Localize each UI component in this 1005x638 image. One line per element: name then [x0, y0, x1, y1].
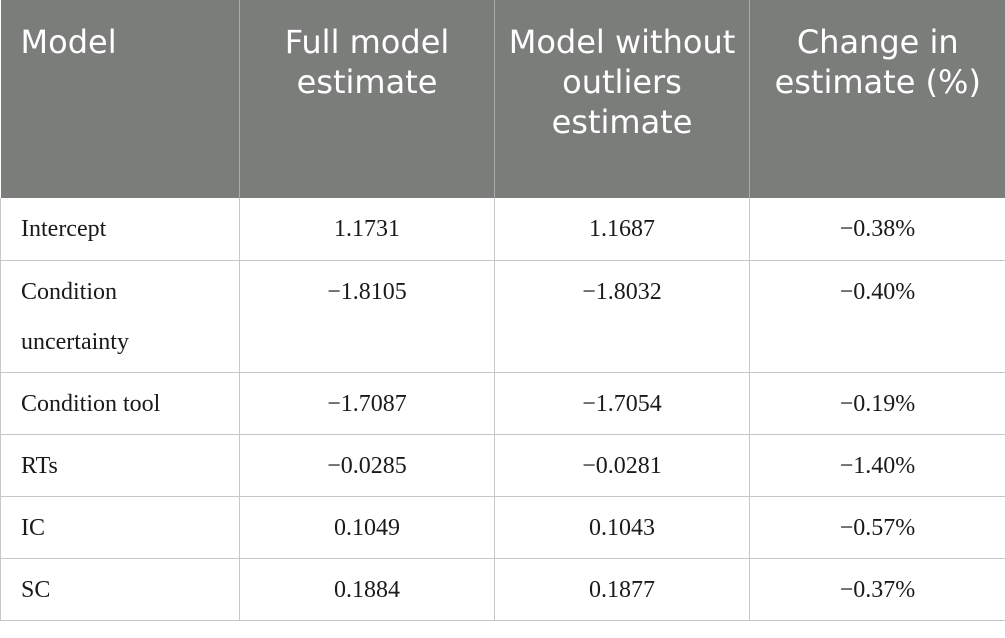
full-model-value: 1.1731 — [239, 198, 495, 261]
table-row: SC 0.1884 0.1877 −0.37% — [0, 558, 1005, 621]
table-header: Model Full model estimate Model without … — [0, 0, 1005, 198]
table-row: Condition uncertainty −1.8105 −1.8032 −0… — [0, 260, 1005, 373]
header-row: Model Full model estimate Model without … — [0, 0, 1005, 198]
change-percent-value: −0.19% — [749, 372, 1005, 435]
row-label: RTs — [0, 434, 240, 497]
full-model-value: −1.8105 — [239, 260, 495, 373]
change-percent-value: −0.40% — [749, 260, 1005, 373]
table-row: IC 0.1049 0.1043 −0.57% — [0, 496, 1005, 559]
row-label: SC — [0, 558, 240, 621]
table-body: Intercept 1.1731 1.1687 −0.38% Condition… — [0, 198, 1005, 621]
change-percent-value: −0.37% — [749, 558, 1005, 621]
full-model-value: −0.0285 — [239, 434, 495, 497]
row-label: Condition tool — [0, 372, 240, 435]
without-outliers-value: 1.1687 — [494, 198, 750, 261]
table-row: Intercept 1.1731 1.1687 −0.38% — [0, 198, 1005, 261]
without-outliers-value: −1.7054 — [494, 372, 750, 435]
full-model-value: 0.1049 — [239, 496, 495, 559]
without-outliers-value: −0.0281 — [494, 434, 750, 497]
row-label: Intercept — [0, 198, 240, 261]
header-change-in-estimate: Change in estimate (%) — [774, 23, 981, 101]
header-model: Model — [0, 0, 240, 198]
without-outliers-value: 0.1043 — [494, 496, 750, 559]
full-model-value: −1.7087 — [239, 372, 495, 435]
full-model-value: 0.1884 — [239, 558, 495, 621]
header-model-without-outliers-estimate: Model without outliers estimate — [494, 0, 750, 198]
table-row: Condition tool −1.7087 −1.7054 −0.19% — [0, 372, 1005, 435]
change-percent-value: −1.40% — [749, 434, 1005, 497]
without-outliers-value: 0.1877 — [494, 558, 750, 621]
estimates-table: Model Full model estimate Model without … — [0, 0, 1005, 621]
change-percent-value: −0.57% — [749, 496, 1005, 559]
change-percent-value: −0.38% — [749, 198, 1005, 261]
row-label: IC — [0, 496, 240, 559]
row-label: Condition uncertainty — [0, 260, 240, 373]
table-row: RTs −0.0285 −0.0281 −1.40% — [0, 434, 1005, 497]
header-full-model-estimate: Full model estimate — [239, 0, 495, 198]
without-outliers-value: −1.8032 — [494, 260, 750, 373]
